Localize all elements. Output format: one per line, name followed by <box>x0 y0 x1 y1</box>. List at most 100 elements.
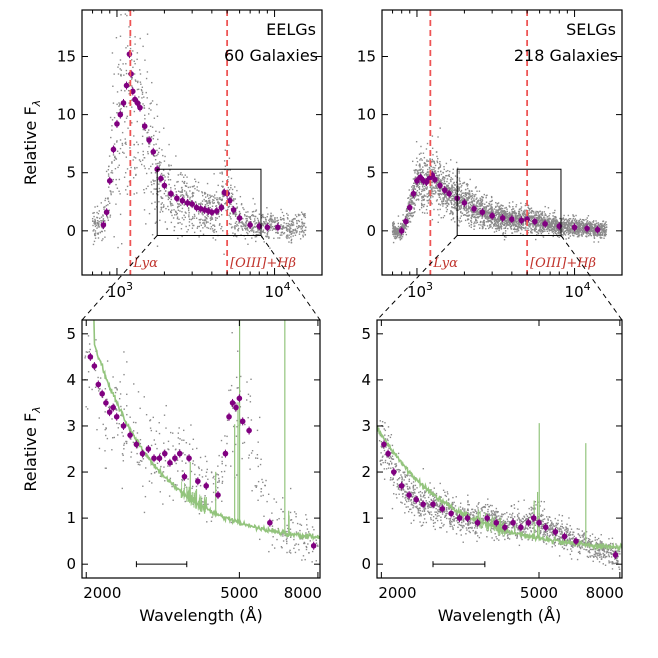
scatter-point <box>118 102 120 104</box>
scatter-point <box>528 221 530 224</box>
scatter-point <box>244 227 246 230</box>
scatter-point <box>490 224 492 226</box>
scatter-point <box>304 229 307 231</box>
scatter-point <box>505 225 508 227</box>
plot-area <box>391 127 608 244</box>
scatter-point <box>116 187 119 189</box>
scatter-point <box>437 175 440 177</box>
scatter-point <box>197 203 200 205</box>
scatter-point <box>101 220 103 222</box>
scatter-point <box>542 228 545 231</box>
scatter-point <box>112 85 114 87</box>
scatter-point <box>275 229 277 231</box>
scatter-point <box>455 161 458 164</box>
scatter-point <box>499 205 501 207</box>
scatter-point <box>515 217 517 219</box>
scatter-point <box>136 461 139 463</box>
scatter-point <box>432 196 434 198</box>
scatter-point <box>482 223 485 226</box>
scatter-point <box>130 78 133 80</box>
scatter-point <box>450 202 453 204</box>
scatter-point <box>292 228 294 231</box>
scatter-point <box>452 168 455 170</box>
scatter-point <box>151 100 154 102</box>
scatter-point <box>221 173 223 175</box>
x-tick-exp: 4 <box>584 280 591 293</box>
scatter-point <box>436 183 438 186</box>
scatter-point <box>519 232 522 235</box>
scatter-point <box>285 226 288 229</box>
scatter-point <box>435 200 438 202</box>
scatter-point <box>141 460 143 462</box>
scatter-point <box>161 210 164 213</box>
scatter-point <box>141 91 144 94</box>
scatter-point <box>500 214 502 216</box>
scatter-point <box>155 163 157 165</box>
scatter-point <box>198 225 201 228</box>
scatter-point <box>406 209 408 212</box>
scatter-point <box>454 188 456 190</box>
binned-point <box>584 225 590 232</box>
scatter-point <box>142 45 144 48</box>
scatter-point <box>396 229 399 231</box>
binned-series <box>398 171 601 235</box>
scatter-point <box>582 223 585 225</box>
scatter-point <box>478 202 480 204</box>
scatter-point <box>429 186 432 188</box>
scatter-point <box>225 209 227 212</box>
scatter-point <box>453 181 455 184</box>
scatter-point <box>560 220 563 222</box>
scatter-point <box>553 226 555 229</box>
scatter-point <box>300 231 303 233</box>
scatter-point <box>464 195 466 198</box>
scatter-point <box>296 225 298 228</box>
scatter-point <box>178 205 180 208</box>
scatter-point <box>426 159 428 161</box>
scatter-point <box>292 218 295 220</box>
scatter-point <box>174 188 176 190</box>
scatter-point <box>400 234 403 237</box>
scatter-point <box>435 184 437 186</box>
scatter-point <box>529 208 531 211</box>
scatter-point <box>551 230 553 232</box>
scatter-point <box>399 235 401 237</box>
scatter-point <box>170 164 172 167</box>
scatter-point <box>451 188 454 190</box>
scatter-point <box>475 216 477 219</box>
scatter-point <box>102 218 105 220</box>
scatter-point <box>431 188 433 190</box>
scatter-point <box>391 231 394 233</box>
scatter-point <box>593 226 595 229</box>
scatter-point <box>399 227 401 229</box>
scatter-point <box>138 96 140 98</box>
scatter-point <box>490 200 493 203</box>
scatter-point <box>559 217 561 220</box>
scatter-point <box>420 206 423 209</box>
scatter-point <box>602 232 604 234</box>
scatter-point <box>277 237 279 239</box>
scatter-point <box>227 179 229 181</box>
scatter-point <box>545 228 547 231</box>
scatter-point <box>491 196 493 199</box>
scatter-point <box>115 158 118 160</box>
scatter-point <box>488 211 491 213</box>
scatter-point <box>422 152 425 154</box>
scatter-point <box>553 216 556 218</box>
scatter-point <box>494 212 497 214</box>
scatter-point <box>475 222 477 224</box>
scatter-point <box>287 218 289 220</box>
scatter-point <box>85 406 87 408</box>
scatter-point <box>569 235 572 237</box>
scatter-point <box>568 226 571 229</box>
scatter-point <box>173 209 175 211</box>
scatter-point <box>581 218 584 221</box>
scatter-point <box>401 224 404 226</box>
scatter-point <box>459 221 461 223</box>
scatter-point <box>413 197 415 200</box>
scatter-point <box>222 194 224 197</box>
scatter-point <box>290 220 293 223</box>
scatter-point <box>206 213 209 216</box>
scatter-point <box>407 213 409 215</box>
scatter-point <box>435 185 437 188</box>
scatter-point <box>201 200 204 202</box>
